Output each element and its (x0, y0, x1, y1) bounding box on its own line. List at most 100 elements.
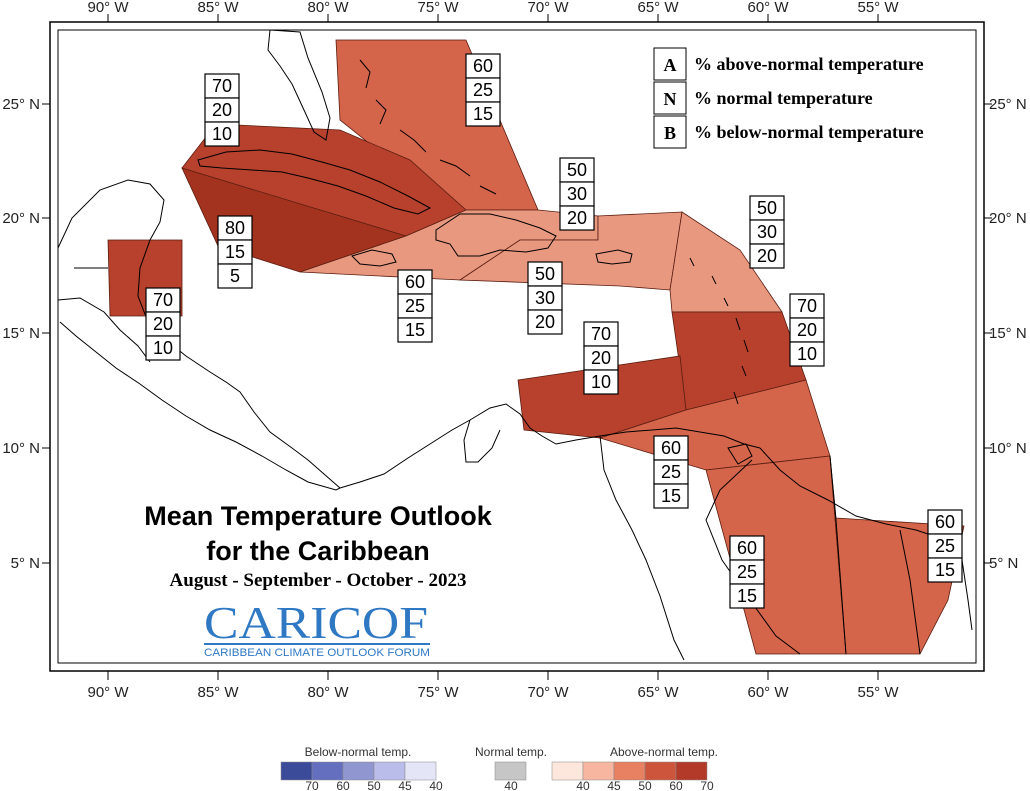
prob-value-b: 20 (535, 312, 555, 332)
below-scale-swatch (373, 761, 406, 781)
prob-value-b: 10 (153, 338, 173, 358)
color-scale: Below-normal temp. Normal temp. Above-no… (280, 745, 718, 791)
prob-box-puerto-rico: 50 30 20 (527, 261, 563, 335)
prob-box-jamaica-south: 60 25 15 (397, 269, 433, 343)
lat-tick-left: 15° N (2, 325, 40, 342)
prob-box-leeward: 50 30 20 (749, 195, 785, 269)
prob-value-n: 20 (591, 348, 611, 368)
lat-tick-left: 10° N (2, 440, 40, 457)
probability-boxes: 60 25 15 70 20 10 80 15 5 50 30 20 50 30 20 50 30 20 70 20 1… (145, 53, 963, 609)
prob-value-n: 25 (405, 296, 425, 316)
normal-scale-swatch (494, 761, 527, 781)
lon-tick-bottom: 75° W (417, 684, 459, 701)
prob-value-b: 20 (757, 246, 777, 266)
prob-box-windward: 70 20 10 (789, 293, 825, 367)
lon-tick-bottom: 70° W (527, 684, 569, 701)
lat-tick-left: 20° N (2, 210, 40, 227)
prob-value-b: 10 (797, 344, 817, 364)
prob-box-trinidad: 60 25 15 (653, 435, 689, 509)
lat-tick-right: 15° N (989, 325, 1027, 342)
above-scale-swatch (675, 761, 708, 781)
prob-value-b: 15 (405, 320, 425, 340)
caricof-logo-subtitle: CARIBBEAN CLIMATE OUTLOOK FORUM (204, 647, 430, 659)
lat-tick-left: 5° N (11, 555, 40, 572)
above-scale-label: 60 (669, 779, 683, 791)
legend-text-above: % above-normal temperature (694, 54, 924, 74)
latitude-ticks: 25° N 20° N 15° N 10° N 5° N 25° N 20° N… (2, 96, 1026, 572)
legend-letter-a: A (664, 55, 677, 75)
scale-title-below: Below-normal temp. (305, 745, 412, 759)
above-scale-swatch (644, 761, 677, 781)
prob-value-a: 70 (212, 76, 232, 96)
lat-tick-right: 5° N (989, 555, 1018, 572)
legend-text-below: % below-normal temperature (694, 122, 924, 142)
prob-box-belize: 70 20 10 (145, 287, 181, 361)
lon-tick-top: 90° W (87, 0, 129, 16)
prob-box-bahamas: 60 25 15 (465, 53, 501, 127)
prob-value-n: 20 (212, 100, 232, 120)
prob-value-n: 25 (661, 462, 681, 482)
prob-value-n: 25 (737, 562, 757, 582)
prob-value-b: 20 (567, 208, 587, 228)
above-scale-label: 45 (607, 779, 621, 791)
prob-value-b: 10 (591, 372, 611, 392)
coastlines (57, 29, 973, 661)
legend-text-normal: % normal temperature (694, 88, 873, 108)
prob-value-a: 50 (567, 160, 587, 180)
legend-letter-b: B (664, 123, 676, 143)
prob-value-a: 60 (935, 512, 955, 532)
above-scale-label: 40 (576, 779, 590, 791)
lon-tick-top: 60° W (747, 0, 789, 16)
caricof-logo: CARICOF (204, 597, 428, 648)
lat-tick-left: 25° N (2, 96, 40, 113)
prob-value-a: 60 (661, 438, 681, 458)
lon-tick-top: 75° W (417, 0, 459, 16)
below-scale-swatch (342, 761, 375, 781)
legend-letter-n: N (664, 89, 677, 109)
lat-tick-right: 10° N (989, 440, 1027, 457)
prob-box-jamaica-cayman: 80 15 5 (217, 215, 253, 289)
prob-value-b: 15 (661, 486, 681, 506)
lon-tick-top: 70° W (527, 0, 569, 16)
prob-value-n: 25 (473, 80, 493, 100)
lon-tick-bottom: 90° W (87, 684, 129, 701)
prob-value-a: 80 (225, 218, 245, 238)
above-scale-swatch (613, 761, 646, 781)
prob-value-n: 20 (797, 320, 817, 340)
normal-scale-label: 40 (504, 779, 518, 791)
prob-value-n: 15 (225, 242, 245, 262)
below-scale-swatch (404, 761, 437, 781)
prob-value-b: 10 (212, 124, 232, 144)
below-scale-swatch (311, 761, 344, 781)
title-period: August - September - October - 2023 (170, 570, 467, 591)
prob-value-n: 30 (757, 222, 777, 242)
title-line-2: for the Caribbean (206, 536, 430, 566)
region-puerto-rico (458, 211, 683, 291)
prob-value-b: 15 (737, 586, 757, 606)
prob-value-a: 50 (757, 198, 777, 218)
lon-tick-bottom: 65° W (637, 684, 679, 701)
prob-value-n: 30 (567, 184, 587, 204)
prob-value-n: 25 (935, 536, 955, 556)
lon-tick-bottom: 60° W (747, 684, 789, 701)
prob-box-suriname-guiana: 60 25 15 (927, 509, 963, 583)
title-block: Mean Temperature Outlook for the Caribbe… (110, 492, 530, 659)
below-scale-label: 70 (305, 779, 319, 791)
title-line-1: Mean Temperature Outlook (144, 501, 493, 531)
lon-tick-bottom: 85° W (197, 684, 239, 701)
prob-value-b: 15 (935, 560, 955, 580)
lon-tick-bottom: 55° W (857, 684, 899, 701)
above-scale-swatch (582, 761, 615, 781)
prob-box-haiti-dr: 50 30 20 (559, 157, 595, 231)
prob-box-guyana: 60 25 15 (729, 535, 765, 609)
lon-tick-top: 85° W (197, 0, 239, 16)
anb-legend: A N B % above-normal temperature % norma… (653, 47, 924, 149)
prob-value-a: 70 (153, 290, 173, 310)
lon-tick-top: 65° W (637, 0, 679, 16)
above-scale-label: 70 (700, 779, 714, 791)
lon-tick-top: 55° W (857, 0, 899, 16)
below-scale-label: 60 (336, 779, 350, 791)
lat-tick-right: 20° N (989, 210, 1027, 227)
scale-title-above: Above-normal temp. (610, 745, 718, 759)
